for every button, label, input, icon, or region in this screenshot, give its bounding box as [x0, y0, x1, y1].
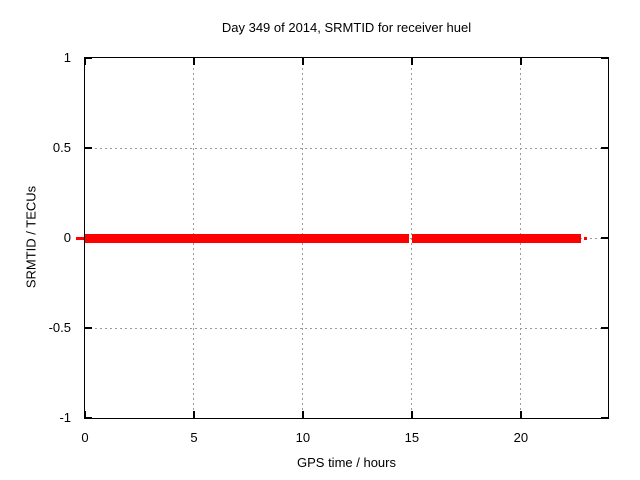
series-line-segment: [76, 236, 84, 240]
y-tick-mark: [85, 57, 92, 59]
x-tick-mark: [84, 411, 86, 418]
y-tick-mark: [85, 417, 92, 419]
x-tick-mark: [84, 58, 86, 65]
y-tick-mark: [601, 417, 608, 419]
series-line-segment: [85, 233, 409, 243]
series-line-segment: [412, 233, 582, 243]
x-tick-mark: [520, 58, 522, 65]
x-tick-mark: [411, 58, 413, 65]
x-axis-label: GPS time / hours: [297, 455, 396, 470]
x-tick-mark: [520, 411, 522, 418]
x-tick-label: 5: [190, 430, 198, 445]
x-tick-label: 20: [513, 430, 529, 445]
y-tick-label: 0.5: [52, 140, 71, 155]
x-tick-label: 15: [404, 430, 420, 445]
y-gridline: [85, 327, 608, 329]
y-tick-mark: [85, 147, 92, 149]
x-tick-label: 0: [81, 430, 89, 445]
y-tick-label: 0: [63, 230, 71, 245]
x-tick-mark: [411, 411, 413, 418]
x-tick-label: 10: [295, 430, 311, 445]
x-tick-mark: [193, 411, 195, 418]
y-gridline: [85, 147, 608, 149]
y-tick-mark: [601, 327, 608, 329]
plot-area: 0 5 10 15 20 -1 -0.5 0 0.5 1: [49, 50, 609, 445]
y-tick-label: -1: [59, 410, 71, 425]
x-tick-mark: [302, 411, 304, 418]
chart-title: Day 349 of 2014, SRMTID for receiver hue…: [221, 20, 472, 35]
x-tick-mark: [193, 58, 195, 65]
y-tick-label: -0.5: [48, 320, 71, 335]
x-tick-mark: [302, 58, 304, 65]
y-tick-mark: [601, 57, 608, 59]
y-tick-label: 1: [63, 50, 71, 65]
y-tick-mark: [601, 237, 608, 239]
y-tick-mark: [601, 147, 608, 149]
series-line-segment: [584, 236, 588, 240]
y-tick-mark: [85, 327, 92, 329]
